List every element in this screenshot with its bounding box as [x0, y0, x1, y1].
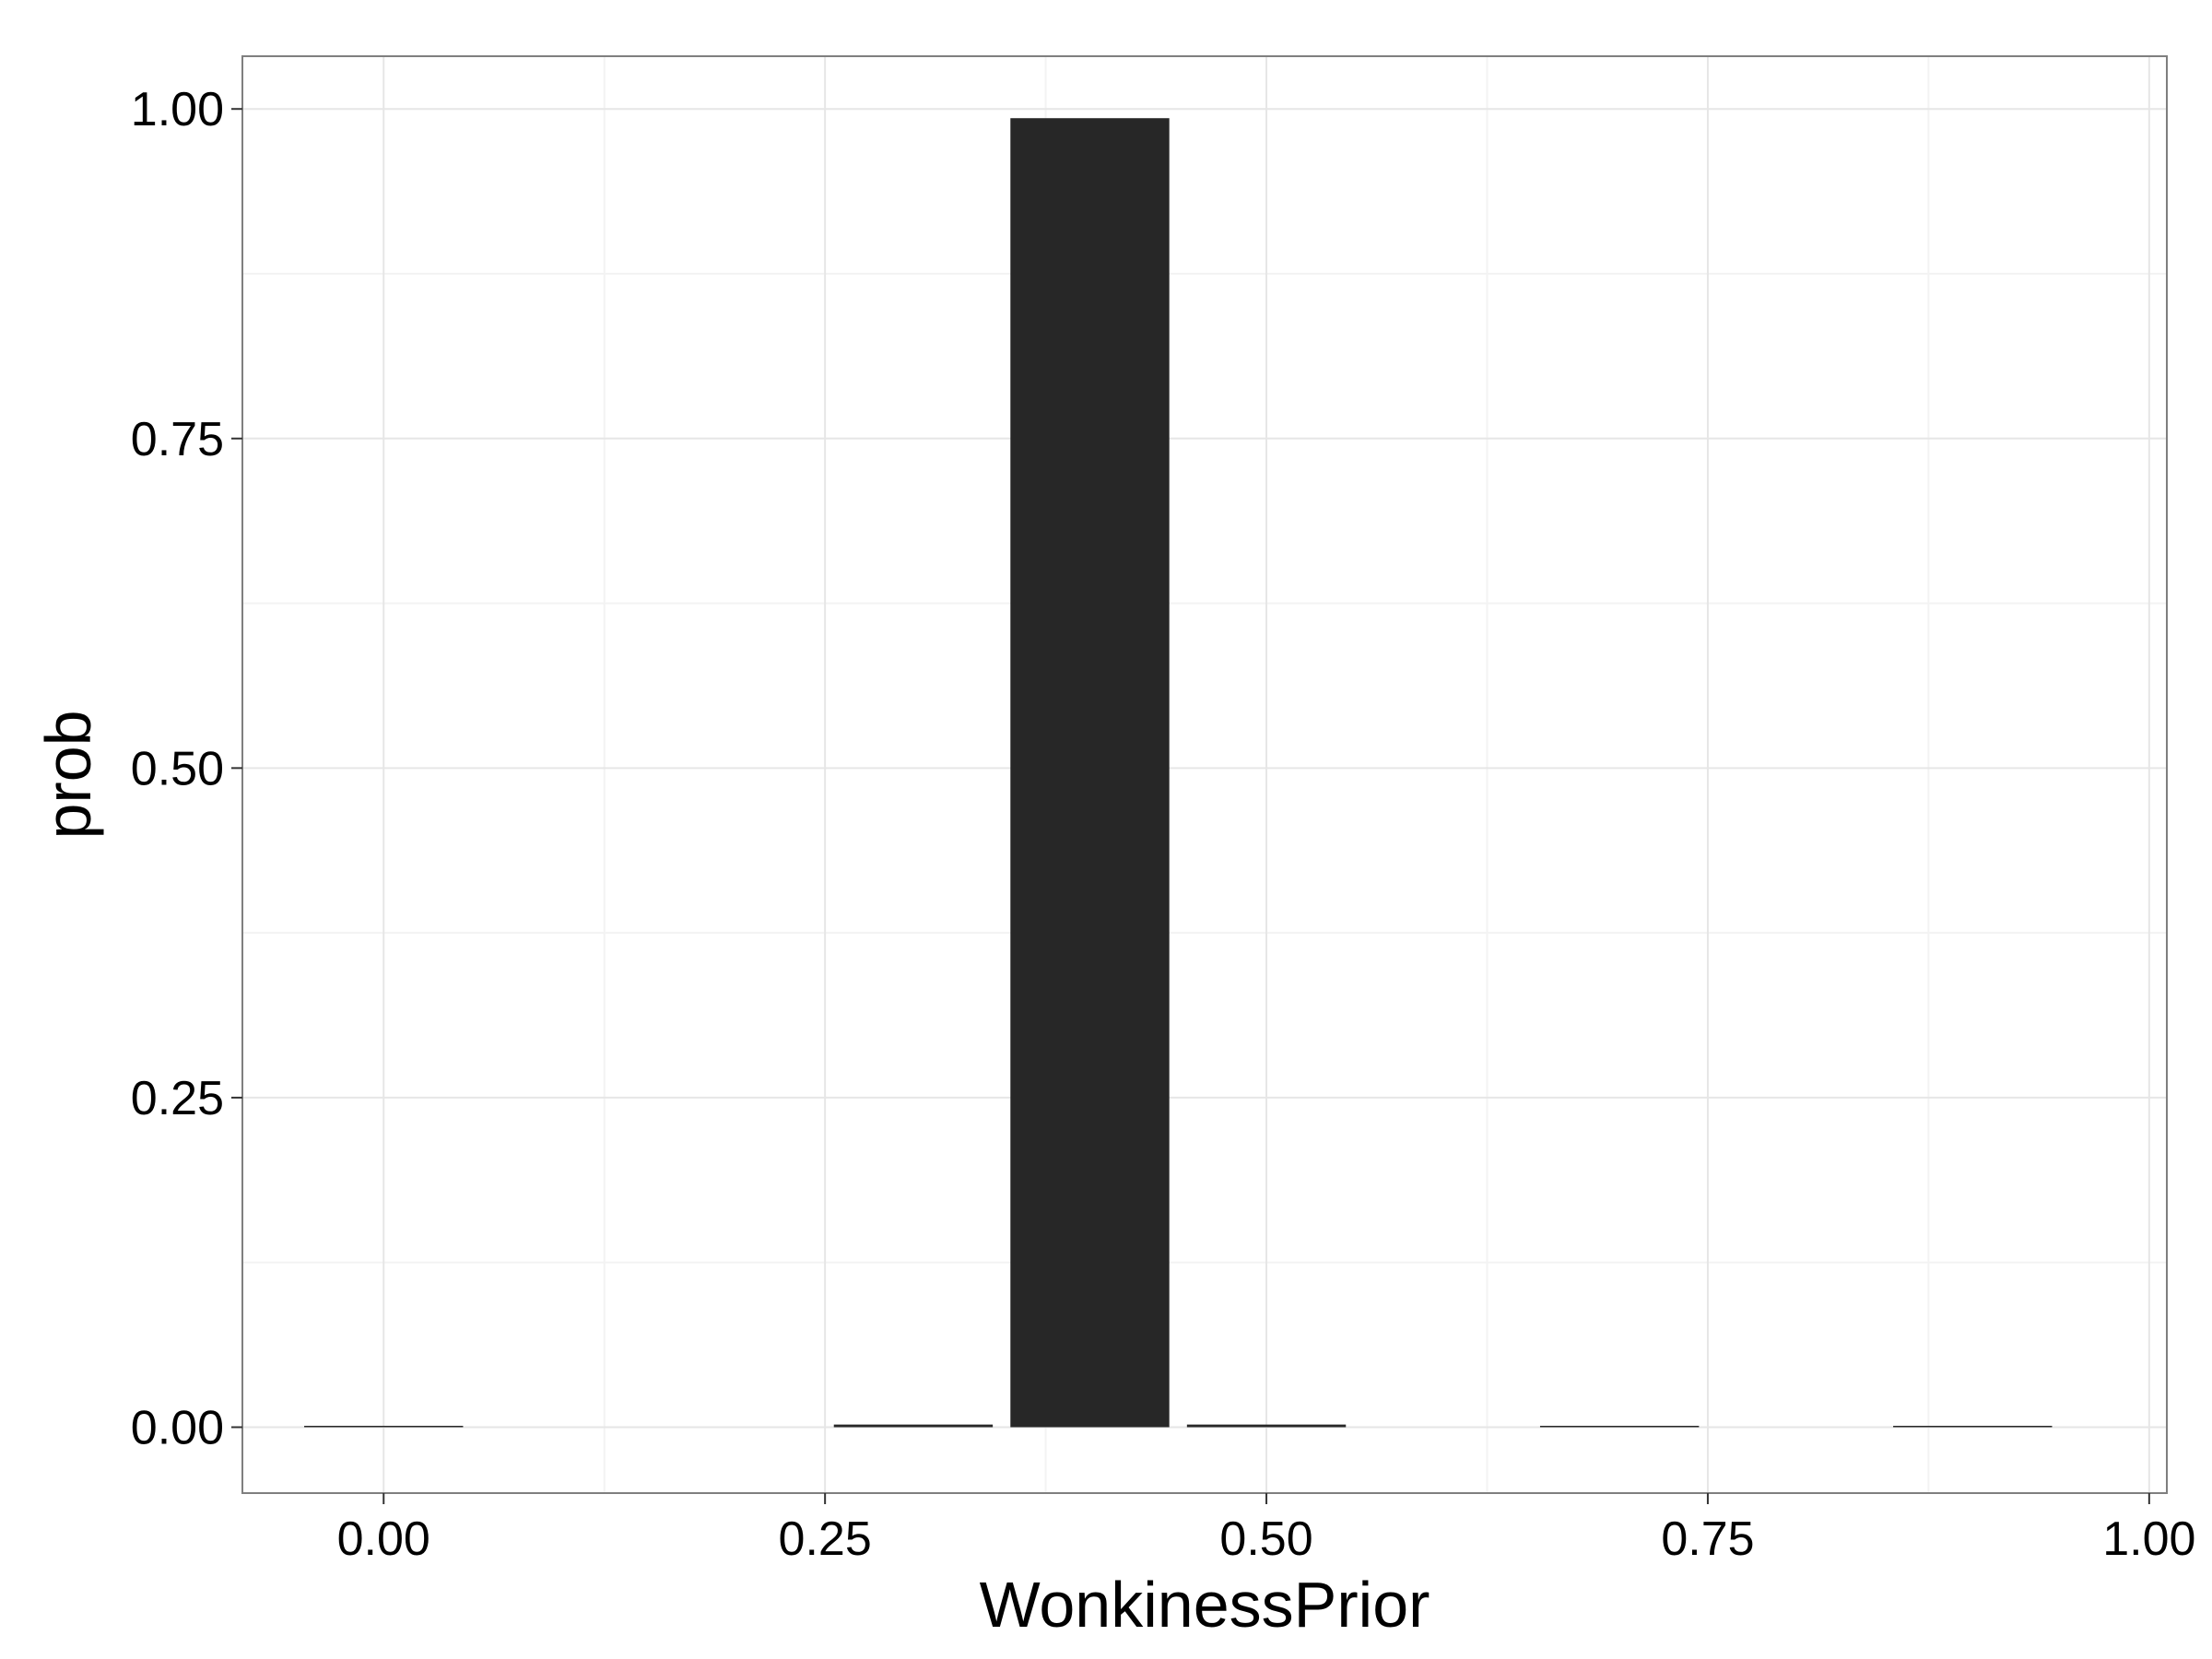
- x-tick-label: 0.50: [1219, 1512, 1312, 1566]
- y-tick-label: 0.75: [131, 413, 224, 466]
- bar: [1539, 1425, 1700, 1428]
- x-axis-title: WonkinessPrior: [980, 1569, 1430, 1641]
- y-axis: 0.00 0.25 0.50 0.75 1.00: [131, 83, 242, 1454]
- panel-border: [241, 55, 2168, 1494]
- bar: [304, 1425, 464, 1428]
- y-tick-label: 1.00: [131, 83, 224, 136]
- bar: [1010, 118, 1170, 1428]
- y-tick-label: 0.25: [131, 1072, 224, 1125]
- x-axis: 0.00 0.25 0.50 0.75 1.00: [337, 1493, 2195, 1566]
- bar: [1186, 1424, 1347, 1428]
- y-tick-label: 0.00: [131, 1401, 224, 1454]
- y-axis-title: prob: [32, 710, 104, 839]
- x-tick-label: 0.00: [337, 1512, 430, 1566]
- x-tick-label: 1.00: [2102, 1512, 2195, 1566]
- y-tick-label: 0.50: [131, 742, 224, 795]
- x-tick-label: 0.75: [1661, 1512, 1754, 1566]
- x-tick-label: 0.25: [779, 1512, 872, 1566]
- bar: [833, 1424, 994, 1428]
- bars: [304, 118, 2053, 1428]
- bar: [1893, 1425, 2053, 1428]
